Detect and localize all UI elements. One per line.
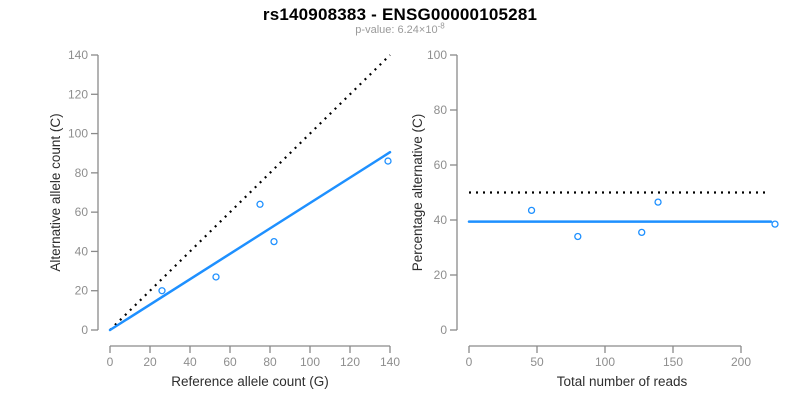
figure-title: rs140908383 - ENSG00000105281 [262, 5, 538, 24]
x-tick-label: 40 [183, 355, 197, 369]
allele-count-scatter-plot: 0 20 40 60 80 100 120 140 0 20 40 60 80 100 120 140 Refe… [48, 48, 400, 389]
x-axis-label: Total number of reads [557, 374, 688, 389]
x-tick-label: 50 [530, 355, 544, 369]
x-tick-label: 100 [595, 355, 615, 369]
y-tick-label: 40 [75, 244, 89, 258]
x-tick-label: 140 [380, 355, 400, 369]
data-point [574, 232, 582, 241]
data-point [256, 200, 264, 208]
fit-line [108, 150, 392, 332]
pvalue-exponent: -8 [437, 21, 445, 31]
data-point [527, 206, 536, 215]
y-tick-label: 40 [434, 213, 448, 227]
x-tick-label: 200 [731, 355, 751, 369]
y-tick-label: 60 [75, 205, 89, 219]
x-tick-label: 20 [143, 355, 157, 369]
y-tick-label: 20 [75, 284, 89, 298]
x-tick-label: 0 [107, 355, 114, 369]
x-tick-label: 0 [466, 355, 473, 369]
y-tick-label: 0 [440, 323, 447, 337]
y-tick-label: 60 [434, 158, 448, 172]
y-axis-label: Alternative allele count (C) [48, 113, 63, 271]
x-axis-label: Reference allele count (G) [171, 374, 329, 389]
figure-subtitle: p-value: 6.24×10-8 [0, 21, 800, 36]
y-tick-label: 100 [68, 127, 88, 141]
x-tick-label: 120 [340, 355, 360, 369]
data-point [638, 228, 646, 237]
data-point [212, 273, 220, 281]
x-tick-label: 100 [300, 355, 320, 369]
x-tick-label: 150 [663, 355, 683, 369]
data-point [270, 237, 278, 246]
data-point [771, 220, 779, 228]
y-tick-label: 140 [68, 48, 88, 62]
y-tick-label: 0 [81, 323, 88, 337]
data-point [158, 287, 166, 295]
y-tick-label: 20 [434, 268, 448, 282]
x-tick-label: 60 [223, 355, 237, 369]
y-axis-label: Percentage alternative (C) [410, 114, 425, 272]
y-tick-label: 100 [427, 48, 447, 62]
data-point [654, 198, 662, 206]
x-tick-label: 80 [263, 355, 277, 369]
pvalue-text: p-value: 6.24×10 [355, 24, 438, 36]
y-tick-label: 80 [434, 103, 448, 117]
identity-line [109, 54, 391, 331]
data-point [384, 157, 392, 165]
y-tick-label: 80 [75, 166, 89, 180]
y-tick-label: 120 [68, 87, 88, 101]
percentage-alternative-scatter-plot: 0 20 40 60 80 100 0 50 100 150 200 Total number of … [410, 48, 779, 389]
